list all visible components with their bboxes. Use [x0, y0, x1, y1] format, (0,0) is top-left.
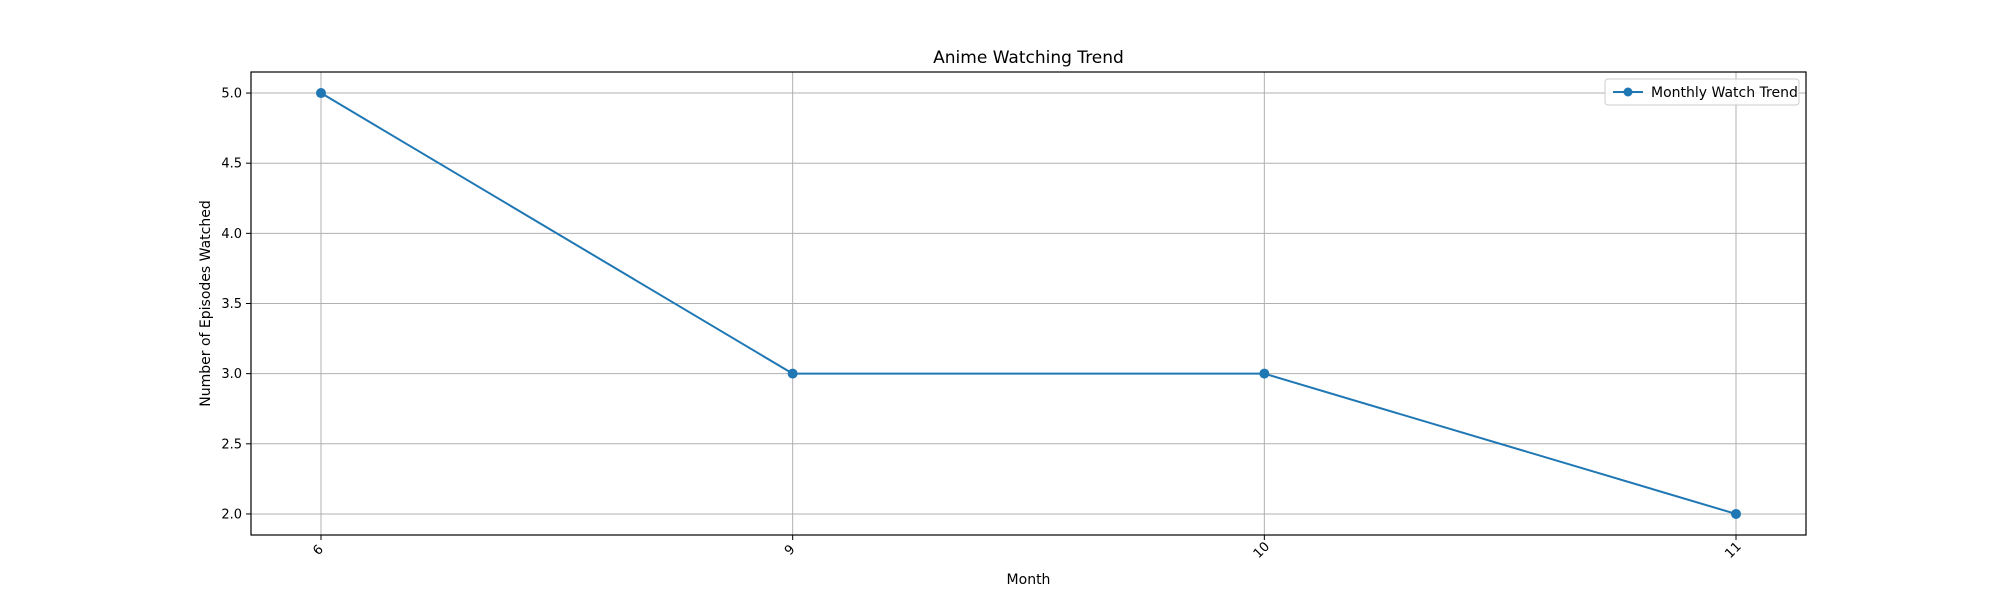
legend-marker-swatch	[1623, 87, 1633, 97]
y-tick-label: 4.5	[221, 157, 242, 172]
data-point	[787, 368, 798, 379]
y-tick-label: 3.0	[221, 367, 242, 382]
y-tick-label: 2.0	[221, 507, 242, 522]
y-tick-label: 5.0	[221, 87, 242, 102]
series-line	[320, 92, 1737, 515]
legend: Monthly Watch Trend	[1604, 78, 1800, 106]
x-axis-title: Month	[1007, 572, 1051, 588]
series-layer	[316, 88, 1741, 519]
data-point	[1259, 368, 1270, 379]
data-point	[316, 88, 326, 99]
y-tick-label: 2.5	[221, 437, 242, 452]
y-axis-title: Number of Episodes Watched	[198, 200, 214, 406]
legend-box	[1604, 78, 1800, 106]
chart-title: Anime Watching Trend	[933, 48, 1124, 68]
y-tick-label: 4.0	[221, 227, 242, 242]
data-point	[1731, 508, 1741, 519]
y-axis-ticks: 2.0 2.5 3.0 3.5 4.0 4.5 5.0	[221, 87, 251, 522]
y-tick-label: 3.5	[221, 297, 242, 312]
legend-label: Monthly Watch Trend	[1651, 85, 1798, 101]
